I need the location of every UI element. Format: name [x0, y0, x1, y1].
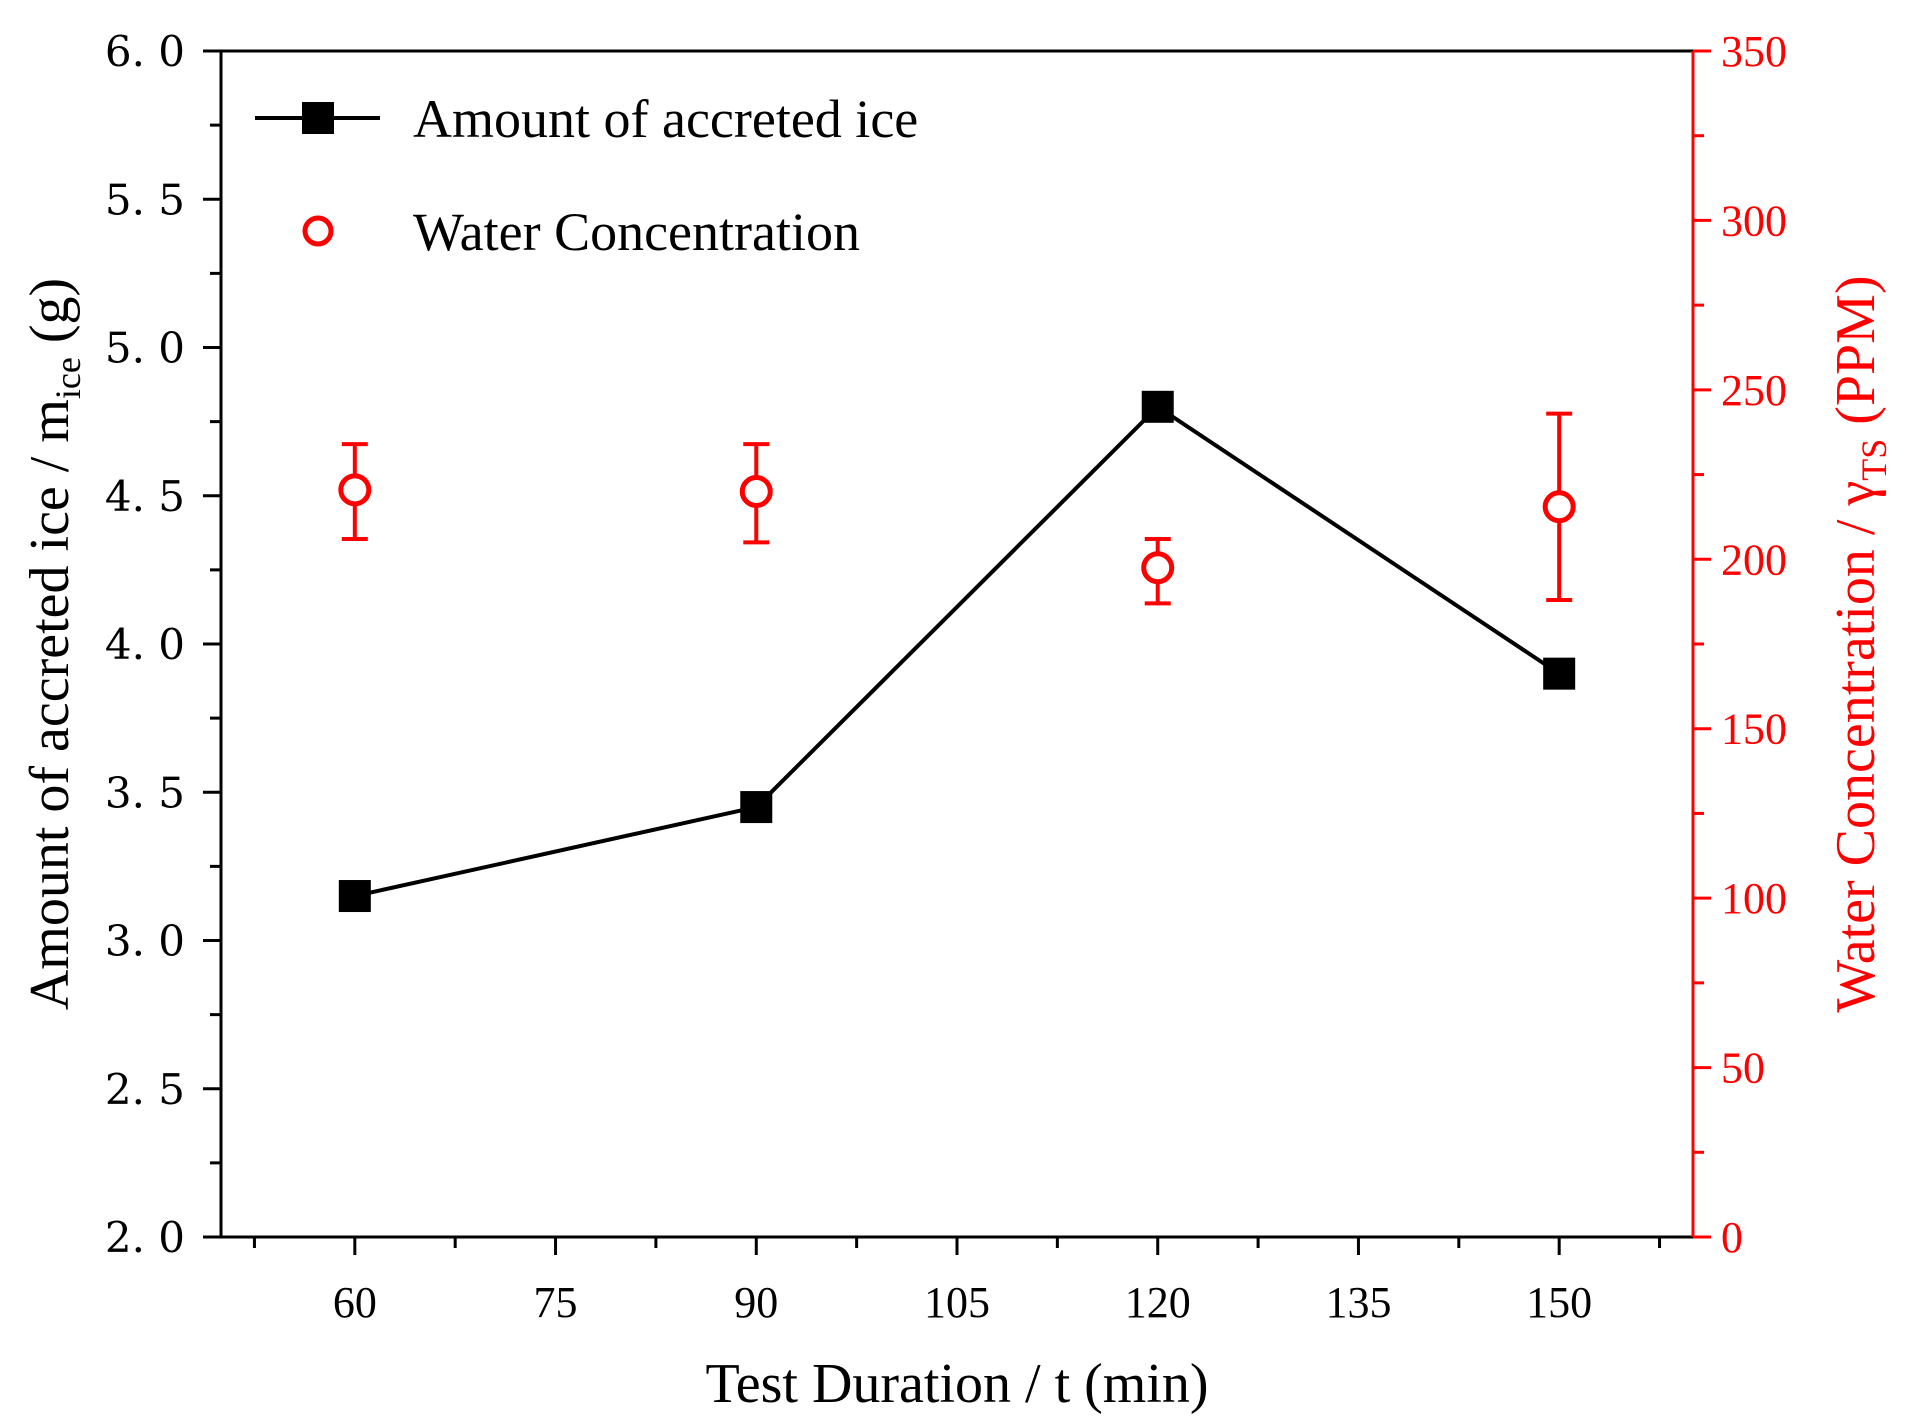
y-left-tick-label: 4. 0	[105, 620, 185, 669]
ice-data-point	[338, 880, 371, 913]
y-left-tick-label: 2. 0	[105, 1213, 185, 1262]
y-left-axis-title-unit: (g)	[19, 278, 81, 357]
y-right-tick-label: 300	[1721, 196, 1787, 245]
y-right-axis-title-sub: TS	[1854, 439, 1894, 481]
water-data-point	[1141, 551, 1175, 585]
y-right-tick-label: 100	[1721, 874, 1787, 923]
y-right-tick-label: 50	[1721, 1044, 1765, 1093]
legend: Amount of accreted ice Water Concentrati…	[255, 89, 918, 262]
ice-data-point	[1543, 657, 1576, 690]
axis-ticks-layer: 60 75 90 105 120 135 150 2. 0 2. 5 3. 0 3. 5 4. 0 4.…	[105, 27, 1787, 1327]
x-tick-label: 105	[924, 1278, 990, 1327]
y-right-tick-label: 0	[1721, 1213, 1743, 1262]
y-right-tick-label: 250	[1721, 366, 1787, 415]
water-data-point	[338, 473, 372, 507]
y-right-tick-label: 350	[1721, 27, 1787, 76]
y-left-tick-label: 5. 5	[105, 175, 185, 224]
y-right-tick-label: 150	[1721, 705, 1787, 754]
legend-square-marker-icon	[302, 102, 334, 134]
y-left-axis-title-main: Amount of accreted ice / m	[19, 399, 81, 1010]
legend-entry-accreted-ice: Amount of accreted ice	[255, 89, 918, 149]
y-right-tick-label: 200	[1721, 535, 1787, 584]
y-left-tick-label: 2. 5	[105, 1065, 185, 1114]
ice-series-line	[354, 404, 1561, 898]
water-data-point	[739, 475, 773, 509]
y-left-tick-label: 5. 0	[105, 324, 185, 373]
ice-data-point	[740, 791, 773, 824]
x-tick-label: 135	[1325, 1278, 1391, 1327]
ice-data-point	[1141, 390, 1174, 423]
y-right-axis-title-unit: (PPM)	[1825, 275, 1887, 438]
y-left-tick-label: 4. 5	[105, 472, 185, 521]
y-left-tick-label: 6. 0	[105, 27, 185, 76]
series-layer	[338, 390, 1576, 913]
legend-entry-water-concentration: Water Concentration	[302, 202, 860, 262]
y-left-axis-title: Amount of accreted ice / mice (g)	[19, 278, 88, 1010]
water-data-point	[1542, 490, 1576, 524]
legend-circle-marker-icon	[302, 215, 334, 247]
x-axis-title: Test Duration / t (min)	[705, 1353, 1208, 1415]
y-left-tick-label: 3. 0	[105, 917, 185, 966]
x-tick-label: 90	[734, 1278, 778, 1327]
y-left-axis-title-sub: ice	[48, 357, 88, 399]
x-tick-label: 75	[534, 1278, 578, 1327]
y-left-tick-label: 3. 5	[105, 768, 185, 817]
legend-label-accreted-ice: Amount of accreted ice	[413, 89, 918, 149]
axes-layer	[219, 49, 1695, 1239]
x-tick-label: 120	[1125, 1278, 1191, 1327]
y-right-axis-title-main: Water Concentration / γ	[1825, 481, 1887, 1013]
x-tick-label: 60	[333, 1278, 377, 1327]
x-tick-label: 150	[1526, 1278, 1592, 1327]
legend-label-water-concentration: Water Concentration	[413, 202, 860, 262]
y-right-axis-title: Water Concentration / γTS (PPM)	[1825, 275, 1894, 1012]
